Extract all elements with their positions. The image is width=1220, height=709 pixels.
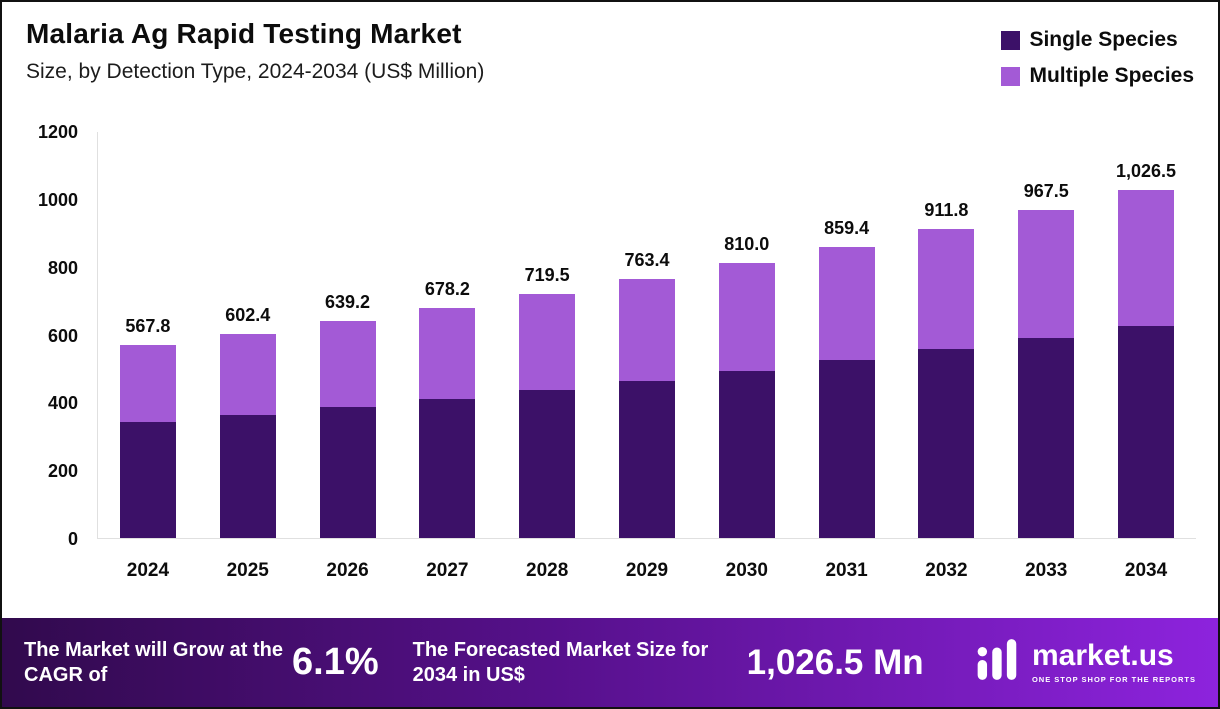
banner-cagr-value: 6.1%	[292, 641, 379, 683]
bar-segment-multiple-species	[918, 228, 975, 350]
x-axis-label: 2033	[1025, 560, 1068, 581]
stacked-bar	[818, 246, 875, 538]
bar-total-label: 1,026.5	[1116, 160, 1177, 181]
bar-chart: 567.8 2024 602.4 2025 639.2 2026 678.2 2027 719.…	[97, 132, 1196, 581]
stacked-bar	[618, 279, 675, 538]
bar-group: 639.2 2026	[298, 132, 398, 581]
legend: Single Species Multiple Species	[1001, 28, 1194, 88]
bar-segment-single-species	[1118, 325, 1175, 538]
stacked-bar	[119, 345, 176, 538]
bar-segment-single-species	[319, 407, 376, 538]
stacked-bar	[319, 321, 376, 538]
bar-segment-multiple-species	[519, 293, 576, 391]
bar-total-label: 810.0	[724, 234, 770, 255]
bar-total-label: 602.4	[225, 304, 271, 325]
x-axis-label: 2029	[625, 560, 669, 581]
y-axis-label: 1000	[37, 189, 78, 210]
bar-segment-single-species	[818, 360, 875, 538]
stacked-bar	[519, 293, 576, 538]
bar-total-label: 967.5	[1023, 180, 1069, 201]
bar-segment-multiple-species	[119, 345, 176, 423]
x-axis-label: 2025	[226, 560, 269, 581]
bar-segment-single-species	[419, 398, 476, 538]
x-axis-label: 2031	[825, 560, 868, 581]
bar-group: 1,026.5 2034	[1096, 132, 1196, 581]
bar-segment-multiple-species	[618, 279, 675, 382]
y-axis-label: 0	[67, 529, 78, 549]
bar-segment-single-species	[1018, 338, 1075, 538]
bar-group: 678.2 2027	[397, 132, 497, 581]
bar-segment-multiple-species	[718, 263, 775, 372]
bar-total-label: 719.5	[524, 264, 570, 285]
x-axis-label: 2030	[725, 560, 768, 581]
legend-label: Single Species	[1029, 28, 1178, 51]
bar-total-label: 567.8	[125, 316, 171, 337]
bar-group: 567.8 2024	[98, 132, 198, 581]
banner: The Market will Grow at the CAGR of 6.1%…	[2, 618, 1218, 707]
x-axis-label: 2024	[126, 560, 170, 581]
bar-total-label: 678.2	[424, 279, 470, 299]
bar-segment-single-species	[519, 390, 576, 538]
x-axis-label: 2034	[1124, 560, 1168, 581]
bar-segment-multiple-species	[1118, 189, 1175, 326]
chart-subtitle: Size, by Detection Type, 2024-2034 (US$ …	[26, 60, 485, 83]
bar-group: 967.5 2033	[996, 132, 1096, 581]
brand-name: market.us	[1031, 639, 1174, 672]
brand-logo: market.us ONE STOP SHOP FOR THE REPORTS	[974, 636, 1196, 689]
x-axis-label: 2026	[326, 560, 369, 581]
banner-grow-text: The Market will Grow at the CAGR of	[24, 638, 283, 686]
bar-group: 859.4 2031	[797, 132, 897, 581]
bar-group: 763.4 2029	[597, 132, 697, 581]
banner-forecast-text: The Forecasted Market Size for 2034 in U…	[412, 638, 709, 686]
x-axis-label: 2032	[925, 560, 968, 581]
bar-total-label: 859.4	[824, 217, 870, 238]
bar-segment-multiple-species	[1018, 209, 1075, 339]
x-axis-label: 2027	[426, 560, 469, 581]
legend-swatch-icon	[1001, 66, 1021, 86]
bar-group: 602.4 2025	[198, 132, 298, 581]
y-axis-label: 200	[47, 461, 78, 482]
stacked-bar	[1018, 209, 1075, 538]
stacked-bar	[718, 263, 775, 538]
stacked-bar	[419, 308, 476, 538]
x-axis-label: 2028	[526, 560, 569, 581]
legend-swatch-icon	[1001, 30, 1021, 50]
legend-label: Multiple Species	[1029, 64, 1194, 87]
chart-header: Malaria Ag Rapid Testing Market Size, by…	[26, 18, 484, 84]
bar-total-label: 639.2	[325, 292, 371, 313]
legend-item: Single Species	[1001, 28, 1194, 52]
stacked-bar	[1118, 189, 1175, 538]
bar-segment-single-species	[918, 349, 975, 538]
page-title: Malaria Ag Rapid Testing Market	[26, 18, 462, 49]
y-axis: 0 200 400 600 800 1000 1200	[16, 122, 78, 549]
marketus-logo-icon	[974, 636, 1022, 689]
brand-tagline: ONE STOP SHOP FOR THE REPORTS	[1031, 675, 1196, 684]
y-axis-label: 800	[47, 257, 78, 278]
y-axis-label: 1200	[37, 122, 78, 142]
bar-segment-multiple-species	[818, 246, 875, 361]
bar-segment-single-species	[219, 414, 276, 538]
bar-total-label: 911.8	[924, 199, 969, 220]
bar-segment-multiple-species	[219, 333, 276, 415]
bar-segment-multiple-species	[319, 321, 376, 408]
bar-group: 719.5 2028	[497, 132, 597, 581]
bar-total-label: 763.4	[624, 250, 670, 271]
legend-item: Multiple Species	[1001, 64, 1194, 88]
bar-segment-multiple-species	[419, 308, 476, 399]
y-axis-label: 600	[47, 325, 78, 346]
bar-group: 810.0 2030	[697, 132, 797, 581]
bar-group: 911.8 2032	[897, 132, 997, 581]
bar-segment-single-species	[718, 371, 775, 538]
stacked-bar	[918, 228, 975, 538]
bar-segment-single-species	[618, 381, 675, 538]
bar-segment-single-species	[119, 422, 176, 538]
y-axis-label: 400	[47, 393, 78, 414]
banner-forecast-value: 1,026.5 Mn	[746, 642, 924, 682]
stacked-bar	[219, 333, 276, 538]
